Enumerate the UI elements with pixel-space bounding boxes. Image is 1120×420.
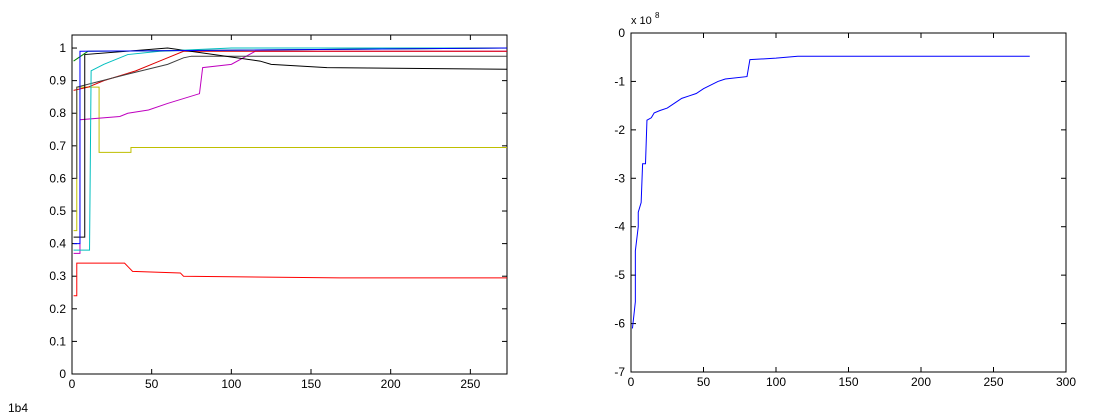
y-tick-label: 1 bbox=[59, 41, 66, 55]
series-line bbox=[73, 47, 508, 245]
y-tick-label: -6 bbox=[614, 317, 625, 331]
y-tick-label: 0.9 bbox=[49, 74, 66, 88]
y-tick-label: 0.5 bbox=[49, 204, 66, 218]
series-line bbox=[73, 262, 507, 297]
x-tick-label: 250 bbox=[983, 375, 1003, 389]
y-multiplier-exponent: 8 bbox=[655, 11, 660, 20]
y-tick-label: -1 bbox=[614, 74, 625, 88]
series-line bbox=[73, 86, 507, 232]
y-tick-label: 0.7 bbox=[49, 139, 66, 153]
y-tick-label: 0.3 bbox=[49, 269, 66, 283]
y-tick-label: 0.1 bbox=[49, 334, 66, 348]
y-tick-label: 0.6 bbox=[49, 171, 66, 185]
series-line bbox=[73, 55, 507, 179]
y-tick-label: 0.4 bbox=[49, 237, 66, 251]
plot-area bbox=[71, 34, 508, 375]
x-tick-label: 100 bbox=[766, 375, 786, 389]
x-tick-label: 150 bbox=[301, 377, 321, 391]
y-tick-label: -3 bbox=[614, 171, 625, 185]
y-tick-label: -7 bbox=[614, 365, 625, 379]
y-tick-label: -2 bbox=[614, 123, 625, 137]
y-tick-label: -5 bbox=[614, 268, 625, 282]
x-tick-label: 150 bbox=[838, 375, 858, 389]
x-tick-label: 0 bbox=[69, 377, 76, 391]
y-tick-label: 0.8 bbox=[49, 106, 66, 120]
plot-area bbox=[630, 32, 1067, 373]
y-tick-label: 0 bbox=[59, 367, 66, 381]
series-line bbox=[73, 50, 507, 91]
series-line bbox=[73, 47, 507, 251]
x-tick-label: 200 bbox=[911, 375, 931, 389]
x-tick-label: 200 bbox=[381, 377, 401, 391]
series-line bbox=[631, 55, 1030, 329]
series-line bbox=[73, 47, 508, 238]
y-tick-label: -4 bbox=[614, 220, 625, 234]
y-tick-label: 0.2 bbox=[49, 302, 66, 316]
y-multiplier: x 10 bbox=[631, 15, 652, 27]
x-tick-label: 300 bbox=[1056, 375, 1076, 389]
y-tick-label: 0 bbox=[618, 26, 625, 40]
annotation: 1b4 bbox=[8, 401, 28, 415]
x-tick-label: 250 bbox=[460, 377, 480, 391]
x-tick-label: 100 bbox=[221, 377, 241, 391]
x-tick-label: 0 bbox=[628, 375, 635, 389]
x-tick-label: 50 bbox=[145, 377, 159, 391]
x-tick-label: 50 bbox=[697, 375, 711, 389]
